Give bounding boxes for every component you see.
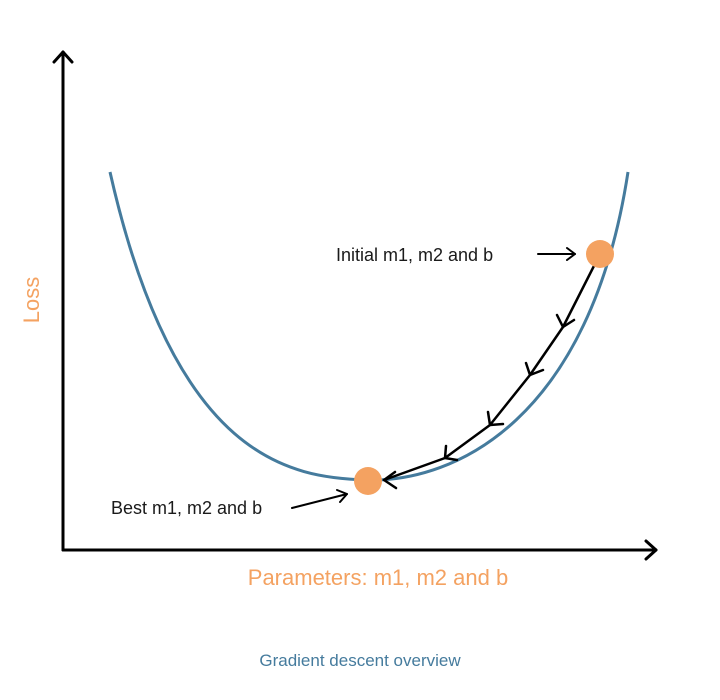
loss-curve [108, 171, 630, 482]
caption: Gradient descent overview [259, 651, 461, 670]
y-axis-arrowhead [52, 50, 74, 64]
descent-step-arrowhead [555, 313, 576, 329]
descent-path-line [382, 252, 602, 482]
initial-label: Initial m1, m2 and b [336, 245, 493, 265]
best-point [354, 467, 382, 495]
descent-step-arrowhead [524, 361, 545, 377]
axes [52, 50, 658, 561]
descent-path [382, 252, 602, 490]
x-axis-label: Parameters: m1, m2 and b [248, 565, 508, 590]
initial-pointer-arrowhead [566, 247, 576, 261]
best-label: Best m1, m2 and b [111, 498, 262, 518]
best-pointer-arrow [291, 493, 348, 509]
descent-step-arrowhead [382, 470, 398, 490]
best-pointer-arrowhead [336, 489, 348, 503]
annotation-arrows [291, 247, 576, 509]
descent-step-arrowhead [486, 410, 505, 427]
initial-point [586, 240, 614, 268]
y-axis-label: Loss [19, 277, 44, 323]
x-axis-arrowhead [644, 539, 658, 561]
descent-step-arrowhead [443, 444, 459, 462]
